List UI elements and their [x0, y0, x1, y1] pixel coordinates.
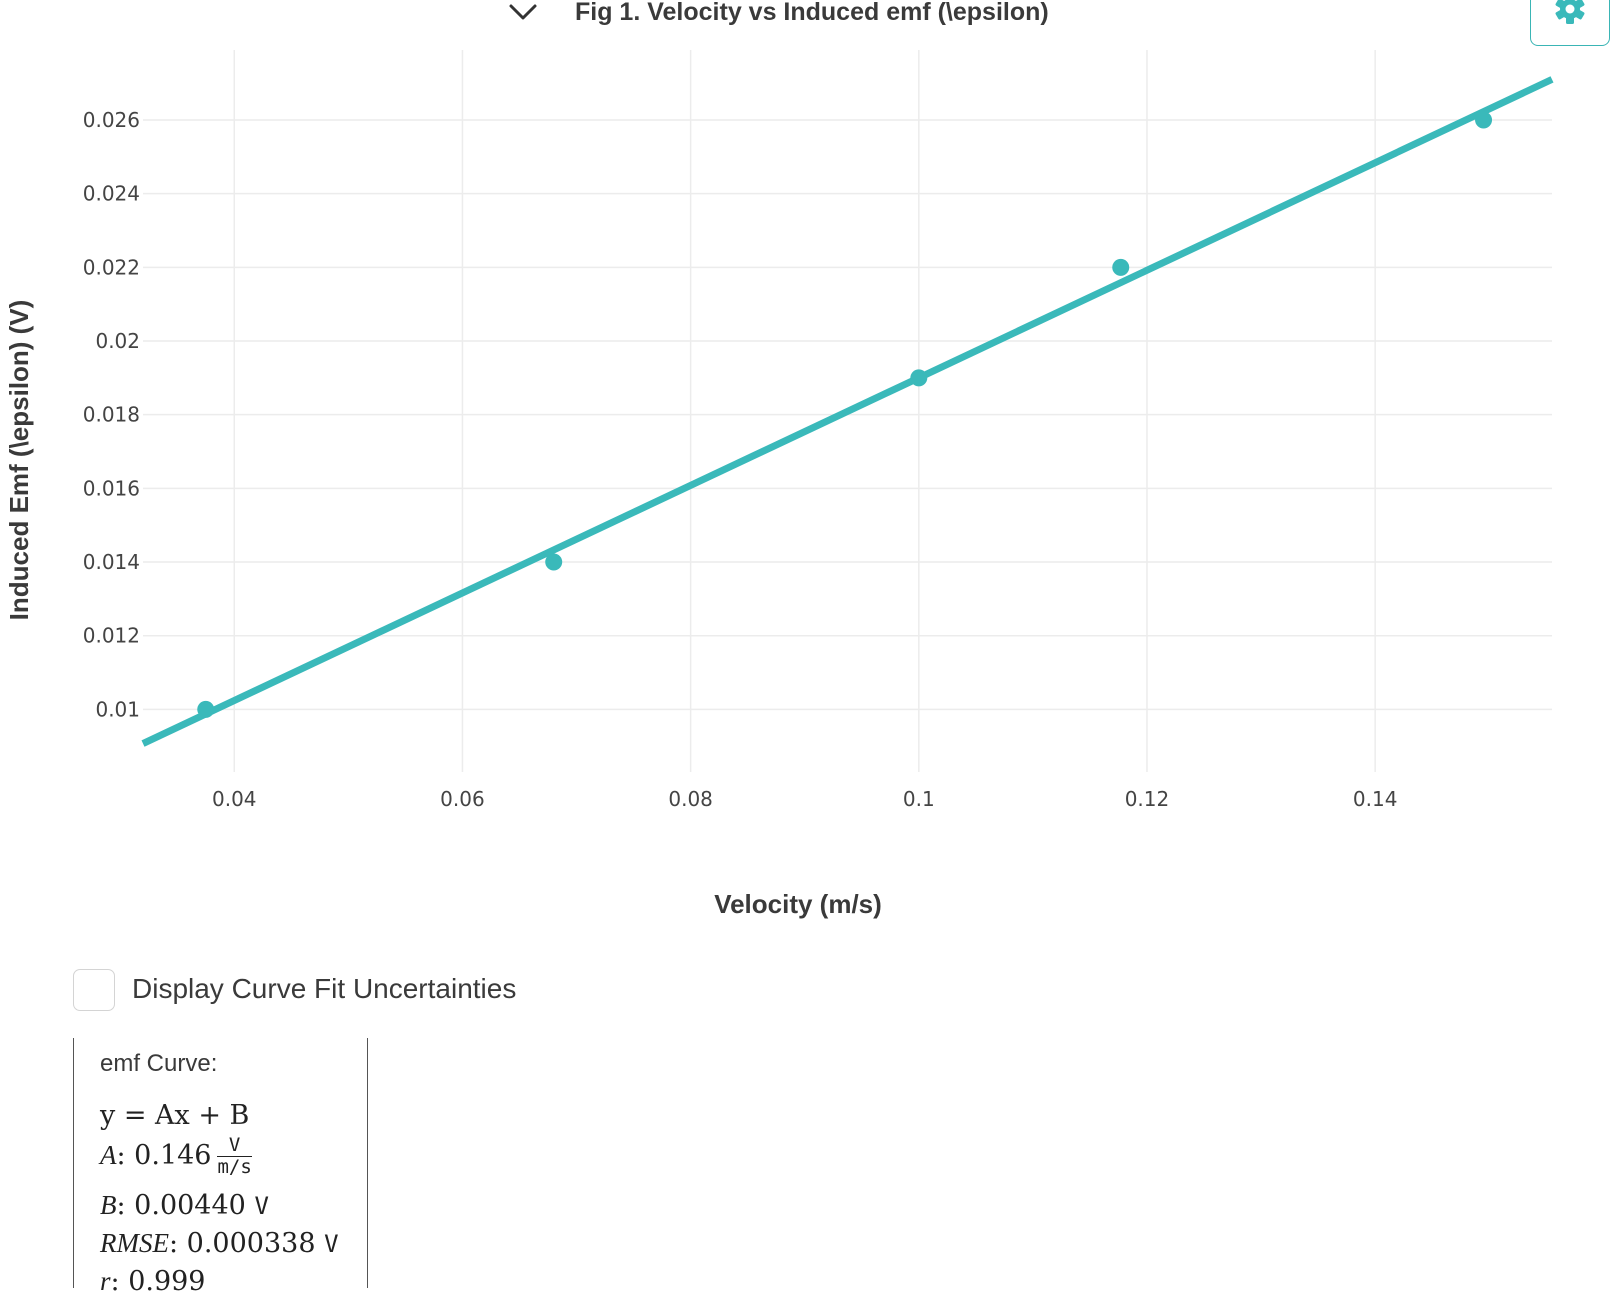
rmse-value: : 0.000338 — [168, 1228, 316, 1259]
data-point — [1112, 258, 1130, 276]
settings-button[interactable] — [1530, 0, 1610, 46]
fit-equation: y = Ax + B — [100, 1100, 250, 1131]
y-tick-label: 0.024 — [83, 182, 140, 206]
uncertainty-checkbox-label: Display Curve Fit Uncertainties — [132, 973, 517, 1004]
param-a-value: : 0.146 — [116, 1140, 212, 1171]
param-a-label: A — [100, 1140, 117, 1170]
fit-correlation: r: 0.999 — [100, 1266, 206, 1297]
figure-title: Fig 1. Velocity vs Induced emf (\epsilon… — [575, 0, 1049, 26]
figure-header: Fig 1. Velocity vs Induced emf (\epsilon… — [0, 0, 1617, 50]
data-point — [197, 700, 215, 718]
param-b-label: B — [100, 1190, 117, 1220]
x-tick-label: 0.08 — [668, 787, 713, 811]
rmse-label: RMSE — [100, 1228, 169, 1258]
fit-line — [141, 76, 1554, 747]
x-tick-label: 0.14 — [1353, 787, 1398, 811]
param-b-value: : 0.00440 — [116, 1190, 246, 1221]
rmse-unit: V — [324, 1230, 339, 1258]
r-label: r — [100, 1266, 111, 1296]
x-tick-label: 0.06 — [440, 787, 485, 811]
y-tick-label: 0.02 — [95, 329, 140, 353]
data-point — [545, 553, 563, 571]
uncertainty-checkbox[interactable] — [73, 969, 115, 1011]
y-tick-label: 0.026 — [83, 108, 140, 132]
param-b-unit: V — [254, 1192, 269, 1220]
gear-icon — [1555, 0, 1585, 24]
emf-velocity-chart: 0.04 0.06 0.08 0.1 0.12 0.14 0.01 0.012 0.014 0.0… — [4, 50, 1554, 919]
y-tick-label: 0.016 — [83, 476, 140, 500]
data-point — [910, 369, 928, 387]
fit-rmse: RMSE: 0.000338 V — [100, 1228, 339, 1259]
y-tick-label: 0.018 — [83, 403, 140, 427]
y-tick-label: 0.014 — [83, 550, 140, 574]
param-a-unit-den: m/s — [217, 1156, 252, 1178]
r-value: : 0.999 — [110, 1266, 206, 1297]
chevron-down-icon — [509, 4, 537, 20]
collapse-button[interactable] — [505, 0, 541, 30]
param-a-unit-num: V — [217, 1136, 252, 1157]
x-axis-title: Velocity (m/s) — [714, 889, 882, 919]
y-axis-title: Induced Emf (\epsilon) (V) — [4, 300, 34, 621]
y-tick-label: 0.012 — [83, 624, 140, 648]
x-tick-label: 0.12 — [1125, 787, 1170, 811]
y-tick-label: 0.022 — [83, 255, 140, 279]
curve-fit-heading: emf Curve: — [100, 1050, 218, 1077]
x-tick-label: 0.1 — [903, 787, 935, 811]
y-tick-label: 0.01 — [95, 697, 140, 721]
fit-param-b: B: 0.00440 V — [100, 1190, 269, 1221]
data-point — [1475, 111, 1493, 129]
x-tick-label: 0.04 — [212, 787, 257, 811]
